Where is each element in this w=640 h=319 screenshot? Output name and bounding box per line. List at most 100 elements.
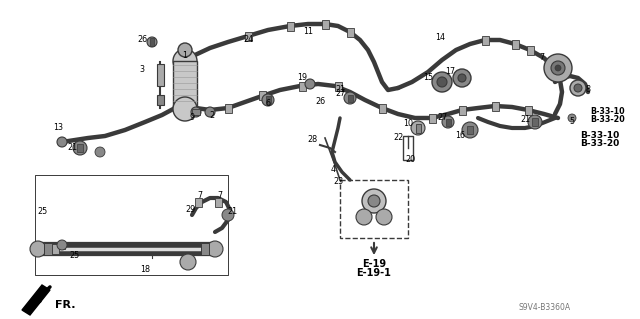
Circle shape — [368, 195, 380, 207]
Bar — [481, 35, 488, 44]
Circle shape — [180, 254, 196, 270]
Circle shape — [362, 189, 386, 213]
Circle shape — [551, 61, 565, 75]
Bar — [201, 243, 209, 255]
Bar — [415, 123, 420, 132]
Text: B-33-10: B-33-10 — [590, 108, 625, 116]
Circle shape — [191, 107, 201, 117]
Bar — [321, 19, 328, 28]
Text: 25: 25 — [37, 207, 47, 217]
Circle shape — [173, 49, 197, 73]
Bar — [59, 241, 65, 249]
Text: S9V4-B3360A: S9V4-B3360A — [519, 303, 571, 313]
Text: E-19-1: E-19-1 — [356, 268, 392, 278]
Text: 18: 18 — [140, 265, 150, 275]
Bar — [348, 94, 353, 101]
Bar — [44, 243, 52, 255]
Circle shape — [462, 122, 478, 138]
Circle shape — [205, 107, 215, 117]
Bar — [346, 27, 353, 36]
Text: 6: 6 — [266, 100, 271, 108]
Bar — [192, 109, 200, 115]
Circle shape — [356, 209, 372, 225]
Text: 1: 1 — [182, 50, 188, 60]
Bar — [511, 40, 518, 48]
Text: B-33-20: B-33-20 — [580, 139, 620, 149]
Text: 16: 16 — [455, 130, 465, 139]
Text: E-19: E-19 — [362, 259, 386, 269]
Text: 27: 27 — [335, 90, 345, 99]
Bar — [266, 96, 271, 104]
Circle shape — [570, 80, 586, 96]
Circle shape — [411, 121, 425, 135]
Text: 3: 3 — [140, 65, 145, 75]
Bar — [467, 126, 473, 134]
Bar — [77, 144, 83, 152]
Circle shape — [305, 79, 315, 89]
Text: 24: 24 — [243, 35, 253, 44]
Circle shape — [57, 240, 67, 250]
Text: 20: 20 — [405, 155, 415, 165]
Circle shape — [207, 241, 223, 257]
Circle shape — [432, 72, 452, 92]
Circle shape — [528, 115, 542, 129]
Text: 26: 26 — [137, 35, 147, 44]
Bar — [429, 114, 435, 122]
Text: 25: 25 — [70, 250, 80, 259]
Circle shape — [574, 84, 582, 92]
Bar — [525, 106, 531, 115]
Text: 26: 26 — [315, 98, 325, 107]
Bar — [287, 21, 294, 31]
Bar — [225, 103, 232, 113]
Text: 5: 5 — [570, 117, 575, 127]
Circle shape — [437, 77, 447, 87]
Text: 4: 4 — [330, 166, 335, 174]
Circle shape — [73, 141, 87, 155]
Text: 21: 21 — [520, 115, 530, 124]
Bar — [298, 81, 305, 91]
Text: 21: 21 — [335, 85, 345, 94]
Text: 7: 7 — [540, 54, 545, 63]
Text: 17: 17 — [445, 68, 455, 77]
Circle shape — [453, 69, 471, 87]
Circle shape — [376, 209, 392, 225]
Bar — [214, 197, 221, 206]
Bar — [458, 106, 465, 115]
Circle shape — [57, 137, 67, 147]
Bar — [445, 118, 451, 125]
Text: B-33-10: B-33-10 — [580, 130, 620, 139]
Bar — [527, 46, 534, 55]
Circle shape — [442, 116, 454, 128]
Text: 28: 28 — [307, 136, 317, 145]
Circle shape — [178, 43, 192, 57]
Bar — [195, 197, 202, 206]
Text: FR.: FR. — [55, 300, 76, 310]
Text: 22: 22 — [393, 133, 403, 143]
Circle shape — [344, 92, 356, 104]
Circle shape — [222, 209, 234, 221]
Text: 15: 15 — [423, 73, 433, 83]
Text: 13: 13 — [53, 123, 63, 132]
Circle shape — [147, 37, 157, 47]
Bar — [244, 32, 252, 41]
Text: 19: 19 — [297, 73, 307, 83]
Text: B-33-20: B-33-20 — [590, 115, 625, 124]
Bar — [403, 136, 413, 160]
Bar — [150, 38, 154, 46]
Circle shape — [568, 114, 576, 122]
Bar — [157, 95, 163, 105]
Text: 2: 2 — [209, 112, 214, 121]
Circle shape — [458, 74, 466, 82]
Bar — [51, 244, 58, 254]
Bar — [492, 101, 499, 110]
Bar — [173, 61, 197, 109]
Circle shape — [95, 147, 105, 157]
Bar — [335, 81, 342, 91]
Text: 7: 7 — [197, 190, 203, 199]
Text: 21: 21 — [227, 207, 237, 217]
Polygon shape — [22, 285, 50, 315]
Text: 7: 7 — [218, 190, 223, 199]
Text: 10: 10 — [403, 120, 413, 129]
Text: 27: 27 — [437, 114, 447, 122]
Text: 14: 14 — [435, 33, 445, 42]
